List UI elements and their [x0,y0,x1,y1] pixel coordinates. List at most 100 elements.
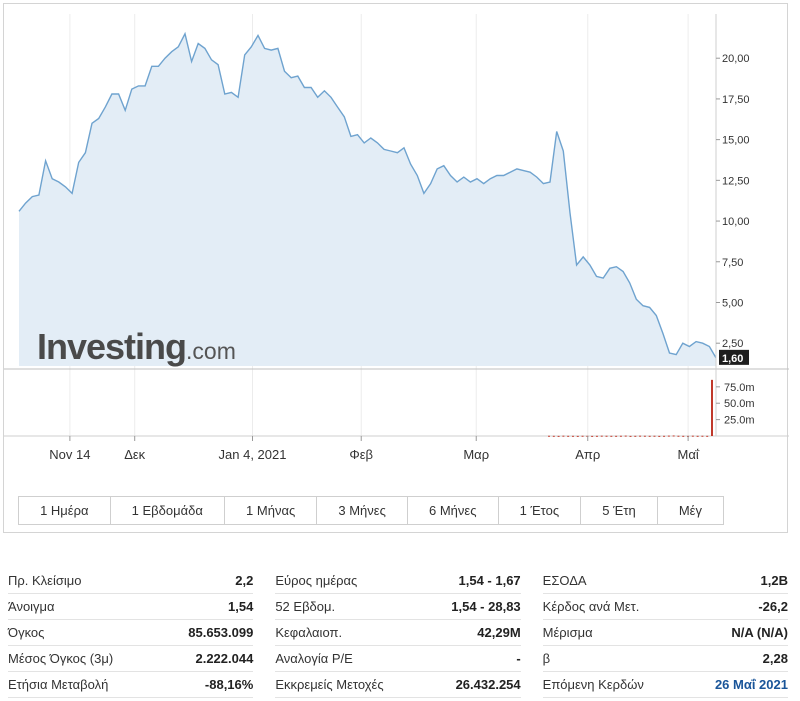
stat-label: Πρ. Κλείσιμο [8,573,82,588]
period-button[interactable]: 6 Μήνες [407,497,499,524]
stats-column: Πρ. Κλείσιμο 2,2 Άνοιγμα 1,54 Όγκος 85.653.09… [8,568,254,698]
stat-label: ΕΣΟΔΑ [542,573,587,588]
volume-bar [576,435,579,437]
stat-value: 1,54 - 28,83 [451,599,521,614]
period-button[interactable]: 1 Έτος [498,497,582,524]
volume-bar [605,435,608,437]
stat-row: Εύρος ημέρας 1,54 - 1,67 [275,568,521,594]
next-earnings-link[interactable]: 26 Μαΐ 2021 [714,677,788,692]
stats-column: ΕΣΟΔΑ 1,2B Κέρδος ανά Μετ. -26,2 Μέρισμα N/A … [542,568,788,698]
stat-value: - [516,651,521,666]
stat-row: ΕΣΟΔΑ 1,2B [542,568,788,594]
volume-bar [643,435,646,437]
stat-value: 42,29M [477,625,521,640]
x-tick-label: Φεβ [349,447,373,462]
period-button[interactable]: 1 Ημέρα [19,497,111,524]
volume-bar [615,435,618,437]
stat-row: 52 Εβδομ. 1,54 - 28,83 [275,594,521,620]
stat-value: -26,2 [758,599,788,614]
stat-row: Μέσος Όγκος (3μ) 2.222.044 [8,646,254,672]
last-price-tag [719,349,749,365]
stat-row: Κεφαλαιοπ. 42,29M [275,620,521,646]
volume-bar [600,435,603,437]
stat-value: 26.432.254 [455,677,521,692]
stat-label: Όγκος [8,625,45,640]
stat-value: 1,2B [760,573,788,588]
volume-bar [624,435,627,437]
period-button[interactable]: 5 Έτη [581,497,658,524]
volume-bar [571,435,574,437]
period-button[interactable]: 1 Μήνας [224,497,318,524]
stat-label: Μέσος Όγκος (3μ) [8,651,114,666]
volume-bar [653,435,656,437]
stat-label: β [542,651,551,666]
volume-bar [663,435,666,437]
stat-label: Εύρος ημέρας [275,573,358,588]
volume-bar [677,435,680,437]
stat-row: Αναλογία P/E - [275,646,521,672]
volume-bar [701,435,704,437]
volume-bar [706,435,709,437]
stat-value: N/A (N/A) [731,625,788,640]
volume-bar [595,435,598,437]
price-chart[interactable]: 20,00 17,50 15,00 12,50 10,00 7,50 5,00 2,50 1,6… [4,4,789,494]
volume-bar [711,379,713,436]
stat-label: Άνοιγμα [8,599,55,614]
period-button[interactable]: Μέγ [657,497,724,524]
volume-bar [672,435,675,437]
x-tick-label: Nov 14 [49,447,90,462]
x-tick-label: Μαΐ [678,447,700,462]
volume-bar [557,435,560,437]
volume-tick-label: 25.0m [724,415,755,427]
stat-label: 52 Εβδομ. [275,599,336,614]
stat-value: 1,54 [228,599,254,614]
y-tick-label: 5,00 [722,297,743,309]
stat-row: β 2,28 [542,646,788,672]
stat-label: Κεφαλαιοπ. [275,625,343,640]
volume-bar [552,435,555,437]
y-tick-label: 7,50 [722,257,743,269]
logo-brand: Investing [37,326,187,367]
stat-label: Κέρδος ανά Μετ. [542,599,640,614]
price-area [19,33,716,367]
stat-label: Αναλογία P/E [275,651,353,666]
stat-value: 1,54 - 1,67 [458,573,521,588]
volume-tick-label: 50.0m [724,398,755,410]
stat-label: Εκκρεμείς Μετοχές [275,677,384,692]
volume-bar [667,435,670,437]
x-tick-label: Απρ [575,447,600,462]
volume-bar [658,435,661,437]
y-tick-label: 10,00 [722,216,750,228]
volume-bar [567,435,570,437]
x-tick-label: Δεκ [124,447,145,462]
volume-bar [682,435,685,437]
y-tick-label: 15,00 [722,135,750,147]
volume-bar [691,435,694,437]
volume-bar [634,435,637,437]
period-button[interactable]: 1 Εβδομάδα [110,497,225,524]
volume-bar [548,435,550,437]
stat-label: Ετήσια Μεταβολή [8,677,109,692]
stats-column: Εύρος ημέρας 1,54 - 1,67 52 Εβδομ. 1,54 - 2… [275,568,521,698]
volume-bar [696,435,699,437]
period-button[interactable]: 3 Μήνες [317,497,408,524]
y-tick-label: 17,50 [722,94,750,106]
volume-bar [591,435,594,437]
stat-label: Μέρισμα [542,625,593,640]
last-price-label: 1,60 [722,353,743,365]
x-tick-label: Μαρ [463,447,489,462]
stat-row: Εκκρεμείς Μετοχές 26.432.254 [275,672,521,698]
investing-logo: Investing.com [37,326,236,368]
stat-value: 85.653.099 [188,625,254,640]
chart-panel: 20,00 17,50 15,00 12,50 10,00 7,50 5,00 2,50 1,6… [3,3,789,533]
stat-row: Επόμενη Κερδών 26 Μαΐ 2021 [542,672,788,698]
stat-row: Άνοιγμα 1,54 [8,594,254,620]
x-tick-label: Jan 4, 2021 [219,447,287,462]
price-line [18,31,717,359]
stat-value: 2,28 [762,651,788,666]
volume-bar [648,435,651,437]
stat-value: -88,16% [204,677,254,692]
stat-row: Μέρισμα N/A (N/A) [542,620,788,646]
volume-tick-label: 75.0m [724,382,755,394]
period-selector: 1 Ημέρα 1 Εβδομάδα 1 Μήνας 3 Μήνες 6 Μήνες 1 … [18,496,724,525]
